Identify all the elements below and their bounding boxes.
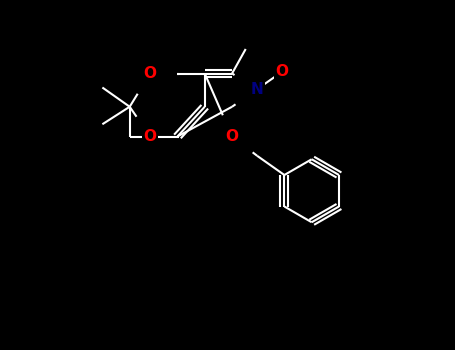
Text: O: O xyxy=(144,129,157,144)
Text: O: O xyxy=(276,64,288,79)
Text: O: O xyxy=(144,66,157,81)
Text: O: O xyxy=(226,129,238,144)
Text: N: N xyxy=(251,82,263,97)
